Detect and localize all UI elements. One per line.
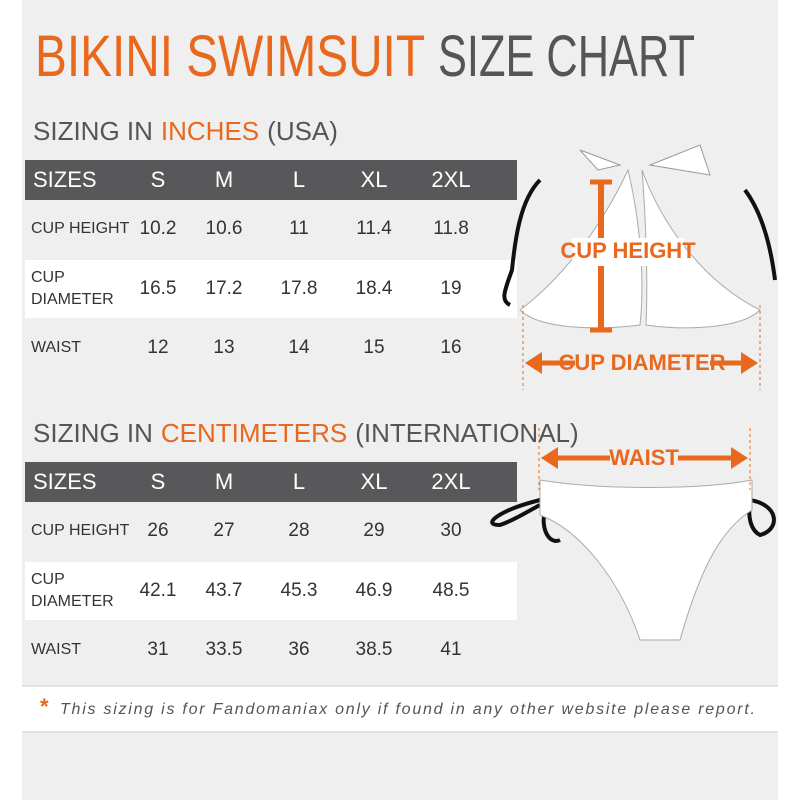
cell: 19 — [440, 278, 461, 299]
cell: 18.4 — [356, 278, 393, 299]
cell: 11.8 — [433, 218, 469, 239]
row-label: DIAMETER — [31, 291, 114, 308]
cell: 43.7 — [206, 580, 243, 601]
cell: 30 — [440, 520, 461, 541]
column-header: SIZES — [33, 167, 97, 192]
header-bar — [25, 462, 517, 502]
row-label: WAIST — [31, 339, 81, 356]
bottom-diagram: WAIST — [490, 428, 776, 641]
tie — [747, 498, 776, 538]
heading-suffix: (INTERNATIONAL) — [355, 418, 578, 448]
cell: 10.2 — [140, 218, 177, 239]
row-label: CUP HEIGHT — [31, 220, 130, 237]
column-header: 2XL — [431, 469, 470, 494]
footnote-mark: * — [40, 694, 49, 719]
cell: 11.4 — [356, 218, 392, 239]
strap — [743, 188, 777, 281]
cell: 11 — [289, 218, 309, 239]
brief — [539, 479, 753, 641]
column-header: XL — [361, 469, 388, 494]
row-label: WAIST — [31, 641, 81, 658]
cell: 42.1 — [140, 580, 177, 601]
cell: 46.9 — [356, 580, 393, 601]
column-header: L — [293, 167, 305, 192]
column-header: 2XL — [431, 167, 470, 192]
column-header: XL — [361, 167, 388, 192]
row-band — [25, 562, 517, 620]
waist-label: WAIST — [609, 445, 679, 470]
section-heading: SIZING IN INCHES (USA) — [33, 116, 338, 146]
column-header: M — [215, 469, 233, 494]
column-header: SIZES — [33, 469, 97, 494]
label-bg — [575, 350, 710, 376]
panel — [22, 0, 778, 800]
label-bg — [610, 445, 678, 471]
footnote-text: This sizing is for Fandomaniax only if f… — [60, 701, 755, 718]
cell: 36 — [288, 639, 309, 660]
tie — [579, 144, 711, 176]
cell: 14 — [288, 337, 310, 358]
heading-prefix: SIZING IN — [33, 116, 153, 146]
cell: 27 — [213, 520, 234, 541]
cell: 10.6 — [206, 218, 243, 239]
label-bg — [572, 238, 684, 266]
cell: 45.3 — [281, 580, 318, 601]
footnote-band — [22, 686, 778, 732]
heading-suffix: (USA) — [267, 116, 338, 146]
column-header: S — [151, 167, 166, 192]
row-label: CUP — [31, 269, 65, 286]
heading-unit: CENTIMETERS — [161, 418, 347, 448]
cell: 31 — [147, 639, 168, 660]
cell: 16.5 — [140, 278, 177, 299]
cell: 26 — [147, 520, 168, 541]
cell: 17.8 — [281, 278, 318, 299]
cell: 16 — [440, 337, 461, 358]
cell: 17.2 — [206, 278, 243, 299]
column-header: S — [151, 469, 166, 494]
title-highlight: BIKINI SWIMSUIT — [35, 24, 425, 89]
top-diagram: CUP HEIGHT CUP DIAMETER — [502, 144, 777, 390]
cell: 29 — [363, 520, 384, 541]
header-bar — [25, 160, 517, 200]
cell: 15 — [363, 337, 384, 358]
cell: 33.5 — [206, 639, 243, 660]
cell: 48.5 — [433, 580, 470, 601]
cup-height-label: CUP HEIGHT — [560, 238, 696, 263]
tables: SIZING IN INCHES (USA) SIZES S M L XL 2XL CUP HEI… — [25, 116, 579, 660]
cell: 13 — [213, 337, 234, 358]
strap — [502, 178, 542, 307]
cell: 28 — [288, 520, 309, 541]
cup-diameter-label: CUP DIAMETER — [558, 350, 725, 375]
column-header: L — [293, 469, 305, 494]
row-band — [25, 260, 517, 318]
title-rest: SIZE CHART — [438, 24, 695, 89]
column-header: M — [215, 167, 233, 192]
row-label: CUP HEIGHT — [31, 522, 130, 539]
cell: 38.5 — [356, 639, 393, 660]
row-label: DIAMETER — [31, 593, 114, 610]
row-label: CUP — [31, 571, 65, 588]
heading-unit: INCHES — [161, 116, 259, 146]
section-heading: SIZING IN CENTIMETERS (INTERNATIONAL) — [33, 418, 579, 448]
heading-prefix: SIZING IN — [33, 418, 153, 448]
cell: 41 — [440, 639, 461, 660]
cell: 12 — [147, 337, 168, 358]
